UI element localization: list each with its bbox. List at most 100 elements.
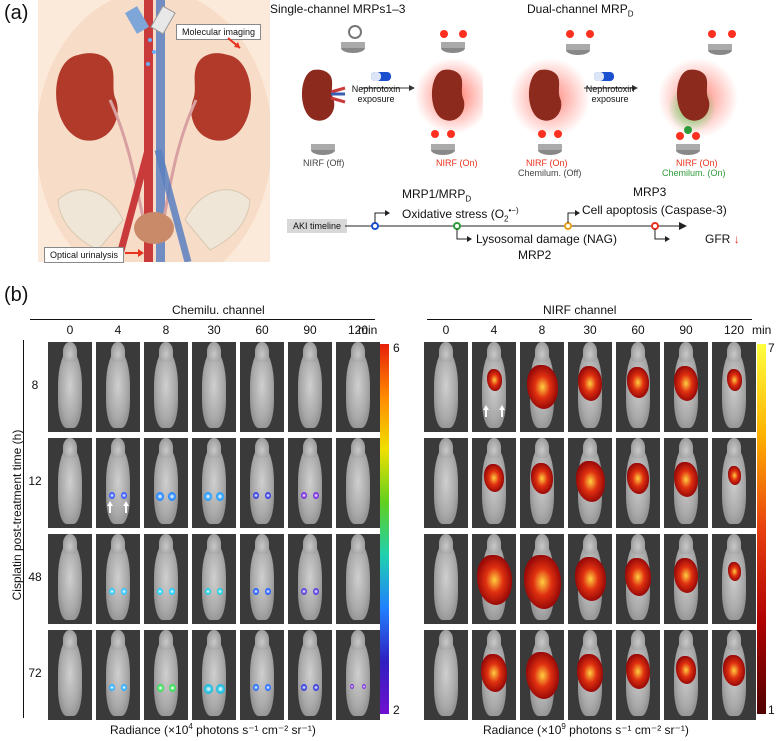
mouse-image: [48, 630, 92, 720]
mouse-image: [616, 630, 660, 720]
mouse-image: [664, 630, 708, 720]
nirf-on-label-3: NIRF (On): [676, 158, 718, 168]
mouse-image: [424, 534, 468, 624]
nirf-scale-max: 7: [768, 341, 775, 355]
y-axis-label: Cisplatin post-treatment time (h): [10, 429, 24, 601]
chemi-time-label: 60: [255, 323, 269, 337]
mouse-image: [664, 342, 708, 432]
nirf-signal-blob: [477, 555, 512, 605]
nirf-signal-blob: [674, 462, 698, 497]
chemi-time-label: 4: [114, 323, 122, 337]
mouse-image: [288, 630, 332, 720]
event3-desc: Cell apoptosis (Caspase-3): [582, 203, 727, 217]
mouse-image: [144, 438, 188, 528]
nirf-time-unit: min: [752, 323, 772, 337]
chemiluminescence-spot: [313, 684, 319, 691]
mouse-image: [616, 438, 660, 528]
nirf-signal-blob: [626, 654, 650, 689]
nirf-time-label: 4: [490, 323, 498, 337]
nirf-signal-blob: [526, 652, 559, 699]
mouse-image: [336, 630, 380, 720]
event3-title: MRP3: [633, 185, 667, 199]
mouse-image: [616, 342, 660, 432]
mouse-image: [664, 534, 708, 624]
arrow-icon: [227, 37, 241, 49]
nirf-signal-blob: [531, 463, 553, 494]
row-time-label: 48: [28, 570, 42, 584]
nirf-time-label: 0: [442, 323, 450, 337]
mouse-image: [240, 630, 284, 720]
chemi-time-label: 90: [303, 323, 317, 337]
chemi-scale-max: 6: [393, 341, 400, 355]
arrow-up-icon: [499, 405, 505, 417]
mouse-image: [616, 534, 660, 624]
nirf-on-label: NIRF (On): [436, 158, 478, 168]
mouse-image: [192, 342, 236, 432]
chemiluminescence-spot: [265, 684, 271, 691]
mouse-image: [96, 438, 140, 528]
nirf-signal-blob: [481, 654, 507, 692]
chemiluminescence-spot: [121, 588, 127, 595]
event1-title: MRP1/MRPD: [402, 187, 472, 204]
chemiluminescence-spot: [109, 588, 115, 595]
event4-desc: GFR ↓: [705, 232, 740, 246]
chemiluminescence-spot: [121, 492, 127, 499]
mouse-image: [712, 342, 756, 432]
nirf-signal-blob: [484, 464, 504, 492]
event2-title: MRP2: [518, 248, 552, 262]
nirf-signal-blob: [723, 655, 745, 686]
molecular-imaging-label: Molecular imaging: [176, 24, 262, 40]
chemiluminescence-spot: [156, 684, 164, 692]
mouse-image: [192, 630, 236, 720]
nirf-signal-blob: [625, 558, 651, 596]
chemiluminescence-spot: [157, 588, 163, 595]
mouse-image: [424, 630, 468, 720]
row-time-label: 12: [28, 474, 42, 488]
chemi-scale-min: 2: [393, 703, 400, 717]
mouse-image: [192, 438, 236, 528]
event1-desc: Oxidative stress (O2•−): [402, 206, 519, 224]
nirf-time-label: 90: [679, 323, 693, 337]
nirf-signal-blob: [576, 461, 605, 502]
chemi-radiance-label: Radiance (×104 photons s⁻¹ cm⁻² sr⁻¹): [110, 722, 316, 737]
nirf-signal-blob: [627, 463, 649, 494]
mouse-image: [96, 630, 140, 720]
mouse-image: [240, 342, 284, 432]
event2-desc: Lysosomal damage (NAG): [476, 232, 617, 246]
mouse-image: [288, 438, 332, 528]
nirf-signal-blob: [524, 555, 561, 609]
mouse-image: [568, 342, 612, 432]
chemiluminescence-spot: [253, 684, 259, 691]
chemiluminescence-spot: [301, 492, 307, 499]
mouse-image: [240, 534, 284, 624]
chemiluminescence-spot: [168, 684, 176, 692]
nirf-signal-blob: [627, 367, 649, 398]
chemi-time-unit: min: [358, 323, 378, 337]
mouse-image: [472, 438, 516, 528]
chemiluminescence-spot: [121, 684, 127, 691]
nirf-channel-title: NIRF channel: [543, 303, 617, 317]
aki-timeline-axis: [345, 210, 687, 242]
dual-channel-diagram: [510, 30, 738, 155]
mouse-image: [520, 342, 564, 432]
nirf-signal-blob: [728, 562, 741, 581]
chemilum-off-label: Chemilum. (Off): [518, 168, 582, 178]
nephrotoxin-label-2: Nephrotoxin exposure: [585, 84, 635, 104]
chemi-time-label: 0: [66, 323, 74, 337]
mouse-image: [48, 342, 92, 432]
chemiluminescence-spot: [109, 492, 115, 499]
nirf-time-label: 30: [583, 323, 597, 337]
arrow-up-icon: [483, 405, 489, 417]
chemiluminescence-spot: [253, 492, 259, 499]
chemi-title-rule: [30, 319, 375, 320]
chemiluminescence-spot: [168, 492, 176, 501]
mouse-image: [520, 534, 564, 624]
nirf-color-scale: [757, 344, 766, 714]
mouse-image: [472, 630, 516, 720]
mouse-image: [568, 438, 612, 528]
mouse-image: [520, 438, 564, 528]
arrow-icon: [125, 249, 144, 257]
mouse-image: [712, 630, 756, 720]
mouse-image: [240, 438, 284, 528]
chemiluminescence-spot: [313, 492, 319, 499]
